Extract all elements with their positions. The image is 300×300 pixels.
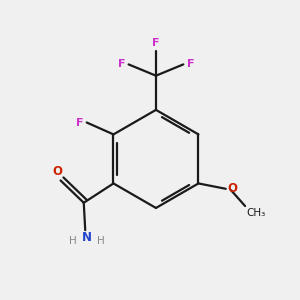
Text: H: H [97,236,105,246]
Text: O: O [52,165,62,178]
Text: N: N [82,231,92,244]
Text: F: F [118,59,125,69]
Text: F: F [76,118,84,128]
Text: O: O [227,182,237,195]
Text: F: F [187,59,194,69]
Text: H: H [69,236,76,246]
Text: F: F [152,38,160,48]
Text: CH₃: CH₃ [247,208,266,218]
